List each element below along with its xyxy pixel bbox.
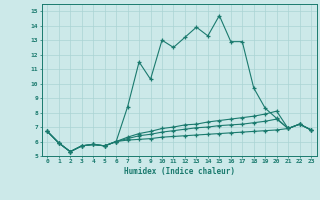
X-axis label: Humidex (Indice chaleur): Humidex (Indice chaleur) <box>124 167 235 176</box>
